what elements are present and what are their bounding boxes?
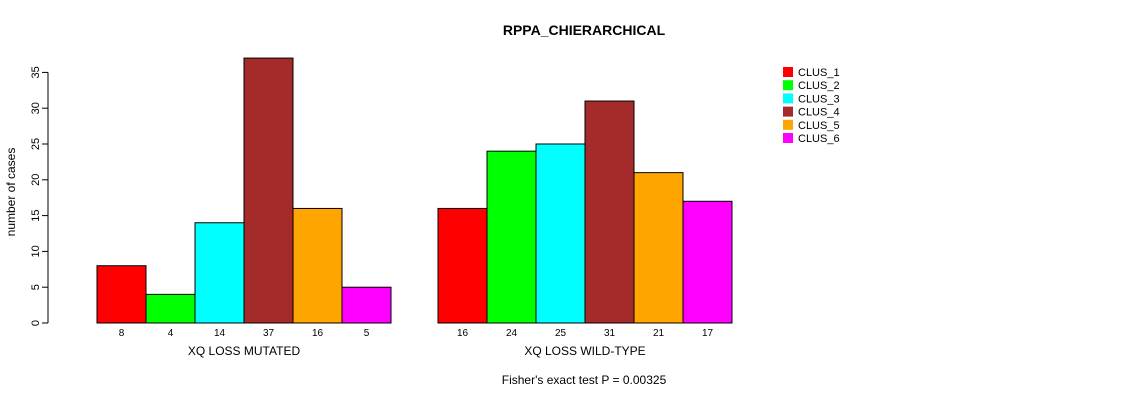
bar-count-label: 4: [168, 328, 174, 339]
bar-clus-3-group-2: [535, 143, 586, 324]
legend-entry: CLUS_6: [798, 133, 840, 145]
bars: 8 4 14 37 16 5 16 24 25 31 21 17: [96, 57, 733, 339]
bar-clus-3-group-1: [194, 222, 245, 324]
group-label: XQ LOSS WILD-TYPE: [524, 344, 645, 358]
bar-clus-4-group-1: [243, 57, 294, 324]
bar-count-label: 24: [506, 328, 518, 339]
legend-swatch: [783, 133, 793, 143]
bar-count-label: 5: [364, 328, 370, 339]
y-tick-label: 15: [30, 209, 42, 221]
bar-count-label: 16: [457, 328, 469, 339]
y-tick-label: 10: [30, 245, 42, 257]
fisher-test-footnote: Fisher's exact test P = 0.00325: [502, 373, 667, 387]
group-label: XQ LOSS MUTATED: [188, 344, 301, 358]
legend-entry: CLUS_5: [798, 120, 840, 132]
bar-count-label: 16: [312, 328, 324, 339]
bar-clus-6-group-1: [341, 286, 392, 324]
bar-clus-1-group-2: [437, 207, 488, 324]
bar-clus-4-group-2: [584, 100, 635, 324]
legend-swatch: [783, 80, 793, 91]
y-axis-label: number of cases: [4, 148, 18, 237]
legend-entry: CLUS_4: [798, 107, 840, 119]
legend-entry: CLUS_1: [798, 67, 840, 79]
bar-count-label: 21: [653, 328, 665, 339]
legend-entry: CLUS_2: [798, 80, 840, 92]
y-axis: 0 5 10 15 20 25 30 35: [30, 66, 49, 326]
bar-clus-6-group-2: [682, 200, 733, 324]
bar-count-label: 31: [604, 328, 616, 339]
bar-clus-2-group-2: [486, 150, 537, 324]
y-tick-label: 35: [30, 66, 42, 78]
bar-count-label: 14: [214, 328, 226, 339]
bar-clus-1-group-1: [96, 265, 147, 324]
y-tick-label: 0: [30, 320, 42, 326]
bar-count-label: 17: [702, 328, 714, 339]
legend-swatch: [783, 106, 793, 117]
bar-clus-5-group-2: [633, 172, 684, 324]
chart-title: RPPA_CHIERARCHICAL: [503, 22, 666, 38]
legend-entry: CLUS_3: [798, 93, 840, 105]
y-tick-label: 5: [30, 284, 42, 290]
legend-swatch: [783, 119, 793, 130]
legend-swatch: [783, 67, 793, 77]
bar-count-label: 8: [119, 328, 125, 339]
y-tick-label: 20: [30, 174, 42, 186]
bar-count-label: 25: [555, 328, 567, 339]
y-tick-label: 30: [30, 102, 42, 114]
y-tick-label: 25: [30, 138, 42, 150]
bar-clus-5-group-1: [292, 207, 343, 324]
group-labels: XQ LOSS MUTATED XQ LOSS WILD-TYPE: [188, 344, 646, 358]
bar-clus-2-group-1: [145, 293, 196, 324]
bar-count-label: 37: [263, 328, 275, 339]
legend-swatch: [783, 93, 793, 104]
